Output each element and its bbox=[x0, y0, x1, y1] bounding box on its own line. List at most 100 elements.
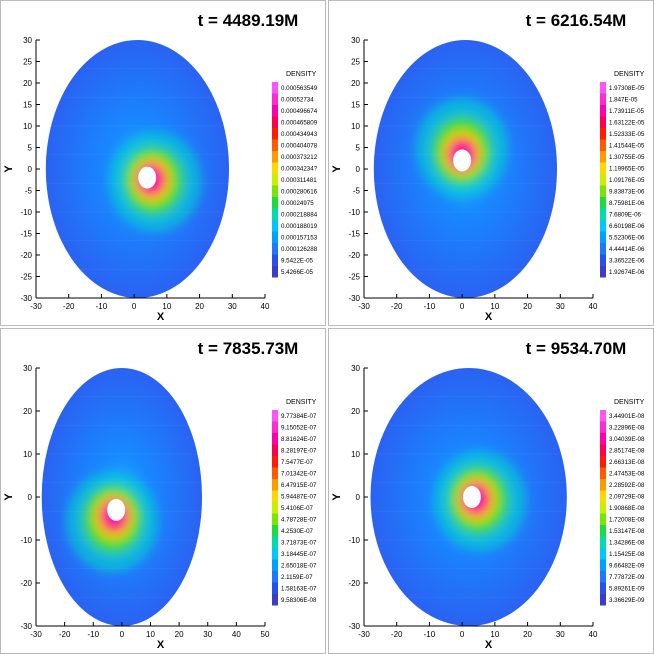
x-tick-label: -30 bbox=[30, 302, 42, 311]
legend-swatch bbox=[272, 456, 278, 468]
legend-swatch bbox=[272, 479, 278, 491]
y-tick-label: 20 bbox=[23, 79, 32, 88]
legend-level-label: 1.09176E-05 bbox=[609, 177, 645, 184]
y-tick-label: -25 bbox=[20, 273, 32, 282]
legend-swatch bbox=[600, 208, 606, 220]
legend-level-label: 9.66482E-09 bbox=[609, 563, 645, 570]
x-axis-label: X bbox=[485, 311, 493, 323]
legend-level-label: 0.00034234? bbox=[281, 166, 318, 173]
y-tick-label: 20 bbox=[23, 407, 32, 416]
legend-level-label: 8.28197E-07 bbox=[281, 448, 317, 455]
legend-swatch bbox=[272, 525, 278, 537]
x-tick-label: 20 bbox=[523, 302, 532, 311]
central-hole bbox=[462, 486, 481, 508]
y-tick-label: 30 bbox=[351, 364, 360, 373]
legend-swatch bbox=[272, 162, 278, 174]
y-tick-label: 0 bbox=[28, 493, 33, 502]
y-tick-label: 10 bbox=[351, 122, 360, 131]
y-tick-label: 20 bbox=[351, 79, 360, 88]
legend-level-label: 1.58163E-07 bbox=[281, 586, 317, 593]
legend-swatch bbox=[272, 433, 278, 445]
x-tick-label: -10 bbox=[424, 302, 436, 311]
x-tick-label: -20 bbox=[59, 630, 71, 639]
legend-swatch bbox=[600, 243, 606, 255]
legend-level-label: 3.04039E-08 bbox=[609, 436, 645, 443]
legend-title: DENSITY bbox=[614, 71, 645, 78]
legend-level-label: 8.75981E-06 bbox=[609, 200, 645, 207]
legend-swatch bbox=[272, 467, 278, 479]
legend-level-label: 2.09729E-08 bbox=[609, 494, 645, 501]
legend-level-label: 1.53147E-08 bbox=[609, 528, 645, 535]
legend-level-label: 4.78728E-07 bbox=[281, 517, 317, 524]
legend-level-label: 5.4266E-05 bbox=[281, 269, 314, 276]
legend-swatch bbox=[272, 548, 278, 560]
legend-swatch bbox=[272, 128, 278, 140]
legend-level-label: 2.28592E-08 bbox=[609, 482, 645, 489]
legend-level-label: 6.60198E-06 bbox=[609, 223, 645, 230]
legend-swatch bbox=[600, 266, 606, 278]
legend-title: DENSITY bbox=[286, 399, 317, 406]
y-tick-label: -10 bbox=[20, 208, 32, 217]
x-tick-label: 30 bbox=[556, 302, 565, 311]
y-tick-label: -20 bbox=[348, 251, 360, 260]
y-tick-label: -10 bbox=[20, 536, 32, 545]
x-tick-label: 10 bbox=[146, 630, 155, 639]
legend-swatch bbox=[600, 513, 606, 525]
y-tick-label: 25 bbox=[351, 58, 360, 67]
legend-level-label: 3.18445E-07 bbox=[281, 551, 317, 558]
legend-swatch bbox=[272, 174, 278, 186]
legend-swatch bbox=[272, 513, 278, 525]
density-chart-svg: t = 9534.70M -30 -20 -10 0 10 20 30 40 30 20 10 0 -10… bbox=[331, 339, 645, 651]
legend-swatch bbox=[272, 582, 278, 594]
central-hole bbox=[138, 166, 157, 189]
legend-level-label: 1.52333E-05 bbox=[609, 131, 645, 138]
legend-swatch bbox=[600, 220, 606, 232]
legend-swatch bbox=[600, 582, 606, 594]
legend-level-label: 9.15052E-07 bbox=[281, 425, 317, 432]
legend-swatch bbox=[600, 433, 606, 445]
y-tick-label: -15 bbox=[20, 230, 32, 239]
y-tick-label: 30 bbox=[23, 364, 32, 373]
legend-level-label: 9.5422E-05 bbox=[281, 258, 314, 265]
y-tick-label: 0 bbox=[356, 165, 361, 174]
legend-level-label: 0.00024975 bbox=[281, 200, 314, 207]
legend-level-label: 0.000126288 bbox=[281, 246, 318, 253]
legend-level-label: 3.36629E-09 bbox=[609, 597, 645, 604]
x-tick-label: -30 bbox=[358, 302, 370, 311]
legend-swatch bbox=[600, 139, 606, 151]
y-tick-label: 10 bbox=[23, 122, 32, 131]
legend-swatch bbox=[600, 444, 606, 456]
legend-swatch bbox=[272, 594, 278, 606]
legend-swatch bbox=[272, 185, 278, 197]
y-axis-label: Y bbox=[3, 493, 15, 501]
x-tick-label: -30 bbox=[358, 630, 370, 639]
legend-level-label: 4.44414E-06 bbox=[609, 246, 645, 253]
legend-level-label: 5.94487E-07 bbox=[281, 494, 317, 501]
y-tick-label: -10 bbox=[348, 536, 360, 545]
x-tick-label: -20 bbox=[63, 302, 75, 311]
legend-level-label: 9.83873E-06 bbox=[609, 189, 645, 196]
legend-level-label: 0.000311481 bbox=[281, 177, 317, 184]
legend-swatch bbox=[600, 525, 606, 537]
legend-level-label: 0.000157153 bbox=[281, 235, 318, 242]
y-tick-label: 5 bbox=[356, 144, 361, 153]
legend-swatch bbox=[600, 185, 606, 197]
x-tick-label: 50 bbox=[261, 630, 270, 639]
legend-level-label: 1.63122E-05 bbox=[609, 120, 645, 127]
legend-swatch bbox=[272, 243, 278, 255]
legend-swatch bbox=[600, 502, 606, 514]
legend-level-label: 7.5477E-07 bbox=[281, 459, 314, 466]
legend-level-label: 5.4106E-07 bbox=[281, 505, 314, 512]
legend-swatch bbox=[272, 197, 278, 209]
x-tick-label: 30 bbox=[556, 630, 565, 639]
density-panel-4: t = 9534.70M -30 -20 -10 0 10 20 30 40 30 20 10 0 -10… bbox=[328, 328, 654, 654]
density-hotspot bbox=[66, 471, 159, 572]
legend-level-label: 2.85174E-08 bbox=[609, 448, 645, 455]
legend-swatch bbox=[272, 536, 278, 548]
y-tick-label: -25 bbox=[348, 273, 360, 282]
legend-level-label: 0.000563549 bbox=[281, 85, 318, 92]
legend-level-label: 2.47453E-08 bbox=[609, 471, 645, 478]
density-chart-svg: t = 7835.73M -30 -20 -10 0 10 20 30 40 50 30 20 10 0 -… bbox=[3, 339, 317, 651]
x-axis-label: X bbox=[485, 639, 493, 651]
legend-level-label: 7.77872E-09 bbox=[609, 574, 645, 581]
